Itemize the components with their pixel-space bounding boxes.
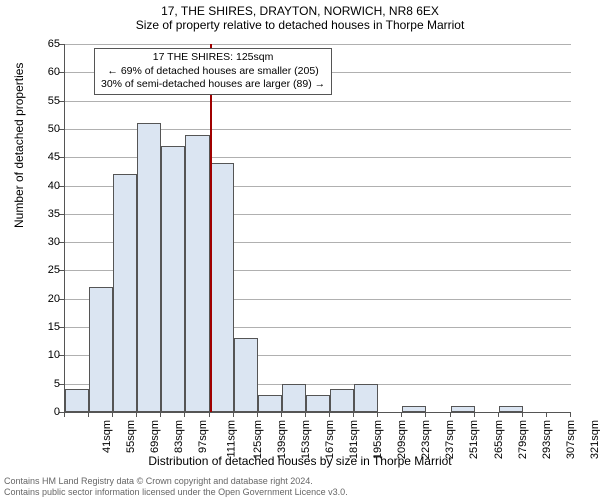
y-tick-label: 20 [32, 293, 60, 305]
y-axis-label: Number of detached properties [12, 63, 26, 228]
y-tick-label: 45 [32, 151, 60, 163]
y-tick-label: 0 [32, 406, 60, 418]
histogram-bar [161, 146, 185, 412]
x-tick-mark [209, 412, 210, 417]
x-tick-mark [257, 412, 258, 417]
gridline [65, 44, 571, 45]
histogram-bar [89, 287, 113, 412]
y-tick-label: 65 [32, 38, 60, 50]
x-tick-label: 55sqm [125, 420, 137, 453]
y-tick-label: 25 [32, 264, 60, 276]
x-tick-mark [401, 412, 402, 417]
x-tick-mark [425, 412, 426, 417]
x-tick-label: 97sqm [197, 420, 209, 453]
x-tick-mark [498, 412, 499, 417]
y-tick-label: 10 [32, 349, 60, 361]
gridline [65, 101, 571, 102]
x-tick-label: 83sqm [173, 420, 185, 453]
footer-line2: Contains public sector information licen… [4, 487, 348, 498]
histogram-bar [282, 384, 306, 412]
x-tick-mark [353, 412, 354, 417]
x-tick-label: 69sqm [149, 420, 161, 453]
title-address: 17, THE SHIRES, DRAYTON, NORWICH, NR8 6E… [0, 4, 600, 18]
x-tick-mark [522, 412, 523, 417]
histogram-bar [258, 395, 282, 412]
x-tick-mark [184, 412, 185, 417]
x-tick-mark [112, 412, 113, 417]
x-tick-mark [329, 412, 330, 417]
histogram-bar [113, 174, 137, 412]
y-tick-label: 5 [32, 378, 60, 390]
title-subtitle: Size of property relative to detached ho… [0, 18, 600, 32]
plot-area: 05101520253035404550556065 41sqm55sqm69s… [64, 44, 570, 412]
histogram-bar [210, 163, 234, 412]
x-tick-mark [546, 412, 547, 417]
y-tick-label: 15 [32, 321, 60, 333]
y-tick-label: 40 [32, 180, 60, 192]
annotation-line: 17 THE SHIRES: 125sqm [101, 51, 325, 65]
histogram-bar [499, 406, 523, 412]
x-tick-mark [570, 412, 571, 417]
x-tick-mark [64, 412, 65, 417]
x-tick-mark [88, 412, 89, 417]
histogram-bar [65, 389, 89, 412]
x-tick-label: 111sqm [226, 420, 238, 458]
histogram-bar [354, 384, 378, 412]
reference-line [210, 44, 212, 412]
x-tick-mark [305, 412, 306, 417]
y-tick-label: 55 [32, 95, 60, 107]
chart-title: 17, THE SHIRES, DRAYTON, NORWICH, NR8 6E… [0, 4, 600, 32]
x-tick-mark [136, 412, 137, 417]
y-tick-label: 50 [32, 123, 60, 135]
y-tick-label: 35 [32, 208, 60, 220]
x-tick-mark [160, 412, 161, 417]
annotation-box: 17 THE SHIRES: 125sqm← 69% of detached h… [94, 48, 332, 95]
x-tick-mark [377, 412, 378, 417]
x-tick-mark [474, 412, 475, 417]
histogram-bar [137, 123, 161, 412]
x-axis-label: Distribution of detached houses by size … [0, 454, 600, 468]
footer-line1: Contains HM Land Registry data © Crown c… [4, 476, 348, 487]
plot-frame [64, 44, 571, 413]
annotation-line: 30% of semi-detached houses are larger (… [101, 78, 325, 92]
histogram-bar [234, 338, 258, 412]
y-tick-label: 30 [32, 236, 60, 248]
x-tick-mark [450, 412, 451, 417]
histogram-bar [330, 389, 354, 412]
footer-attribution: Contains HM Land Registry data © Crown c… [4, 476, 348, 498]
y-tick-label: 60 [32, 66, 60, 78]
histogram-bar [402, 406, 426, 412]
annotation-line: ← 69% of detached houses are smaller (20… [101, 65, 325, 79]
x-tick-mark [233, 412, 234, 417]
histogram-bar [306, 395, 330, 412]
x-tick-label: 41sqm [101, 420, 113, 453]
histogram-bar [451, 406, 475, 412]
page: 17, THE SHIRES, DRAYTON, NORWICH, NR8 6E… [0, 0, 600, 500]
histogram-bar [185, 135, 209, 412]
x-tick-mark [281, 412, 282, 417]
